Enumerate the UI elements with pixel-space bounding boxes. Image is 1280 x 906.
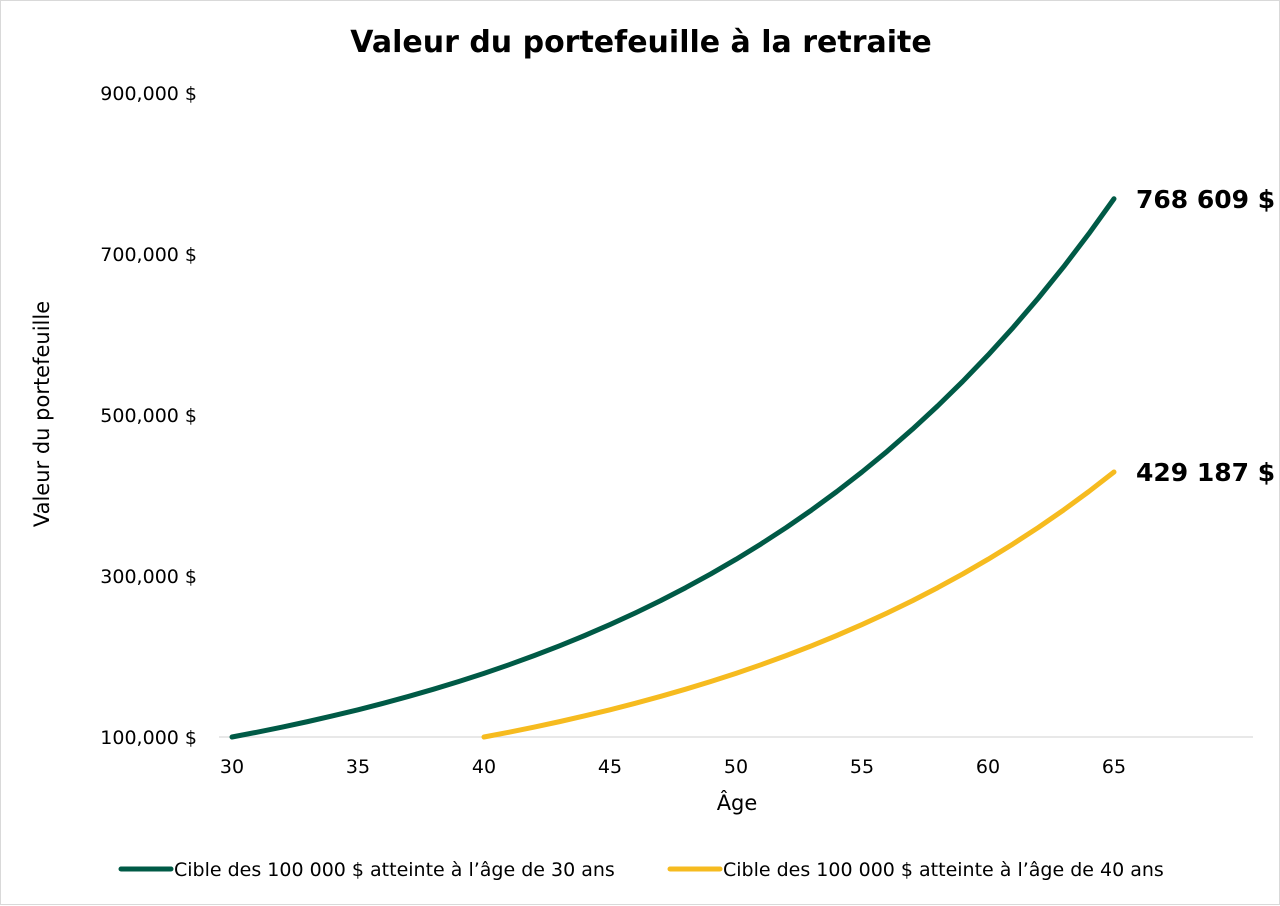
y-tick-label: 900,000 $ bbox=[100, 83, 197, 105]
y-tick-label: 300,000 $ bbox=[100, 566, 197, 588]
series-line-1 bbox=[229, 196, 1117, 740]
end-value-label-1: 768 609 $ bbox=[1136, 185, 1275, 214]
x-tick-label: 45 bbox=[598, 756, 622, 778]
end-value-label-2: 429 187 $ bbox=[1136, 458, 1275, 487]
x-tick-label: 50 bbox=[724, 756, 748, 778]
end-labels: 768 609 $ 429 187 $ bbox=[1136, 185, 1275, 487]
x-tick-label: 55 bbox=[850, 756, 874, 778]
y-axis-label: Valeur du portefeuille bbox=[30, 301, 54, 527]
series-line-2 bbox=[481, 469, 1117, 740]
legend-label-1: Cible des 100 000 $ atteinte à l’âge de … bbox=[174, 859, 615, 881]
y-tick-labels: 100,000 $ 300,000 $ 500,000 $ 700,000 $ 900,… bbox=[100, 83, 197, 749]
chart-title: Valeur du portefeuille à la retraite bbox=[350, 25, 931, 60]
x-tick-label: 65 bbox=[1102, 756, 1126, 778]
x-tick-label: 40 bbox=[472, 756, 496, 778]
x-tick-label: 60 bbox=[976, 756, 1000, 778]
y-tick-label: 500,000 $ bbox=[100, 405, 197, 427]
x-axis-label: Âge bbox=[717, 790, 758, 815]
x-tick-label: 35 bbox=[346, 756, 370, 778]
y-tick-label: 700,000 $ bbox=[100, 244, 197, 266]
y-tick-label: 100,000 $ bbox=[100, 727, 197, 749]
x-tick-label: 30 bbox=[220, 756, 244, 778]
series-layer bbox=[229, 196, 1117, 740]
legend: Cible des 100 000 $ atteinte à l’âge de … bbox=[118, 859, 1164, 881]
legend-label-2: Cible des 100 000 $ atteinte à l’âge de … bbox=[723, 859, 1164, 881]
x-tick-labels: 30 35 40 45 50 55 60 65 bbox=[220, 756, 1126, 778]
